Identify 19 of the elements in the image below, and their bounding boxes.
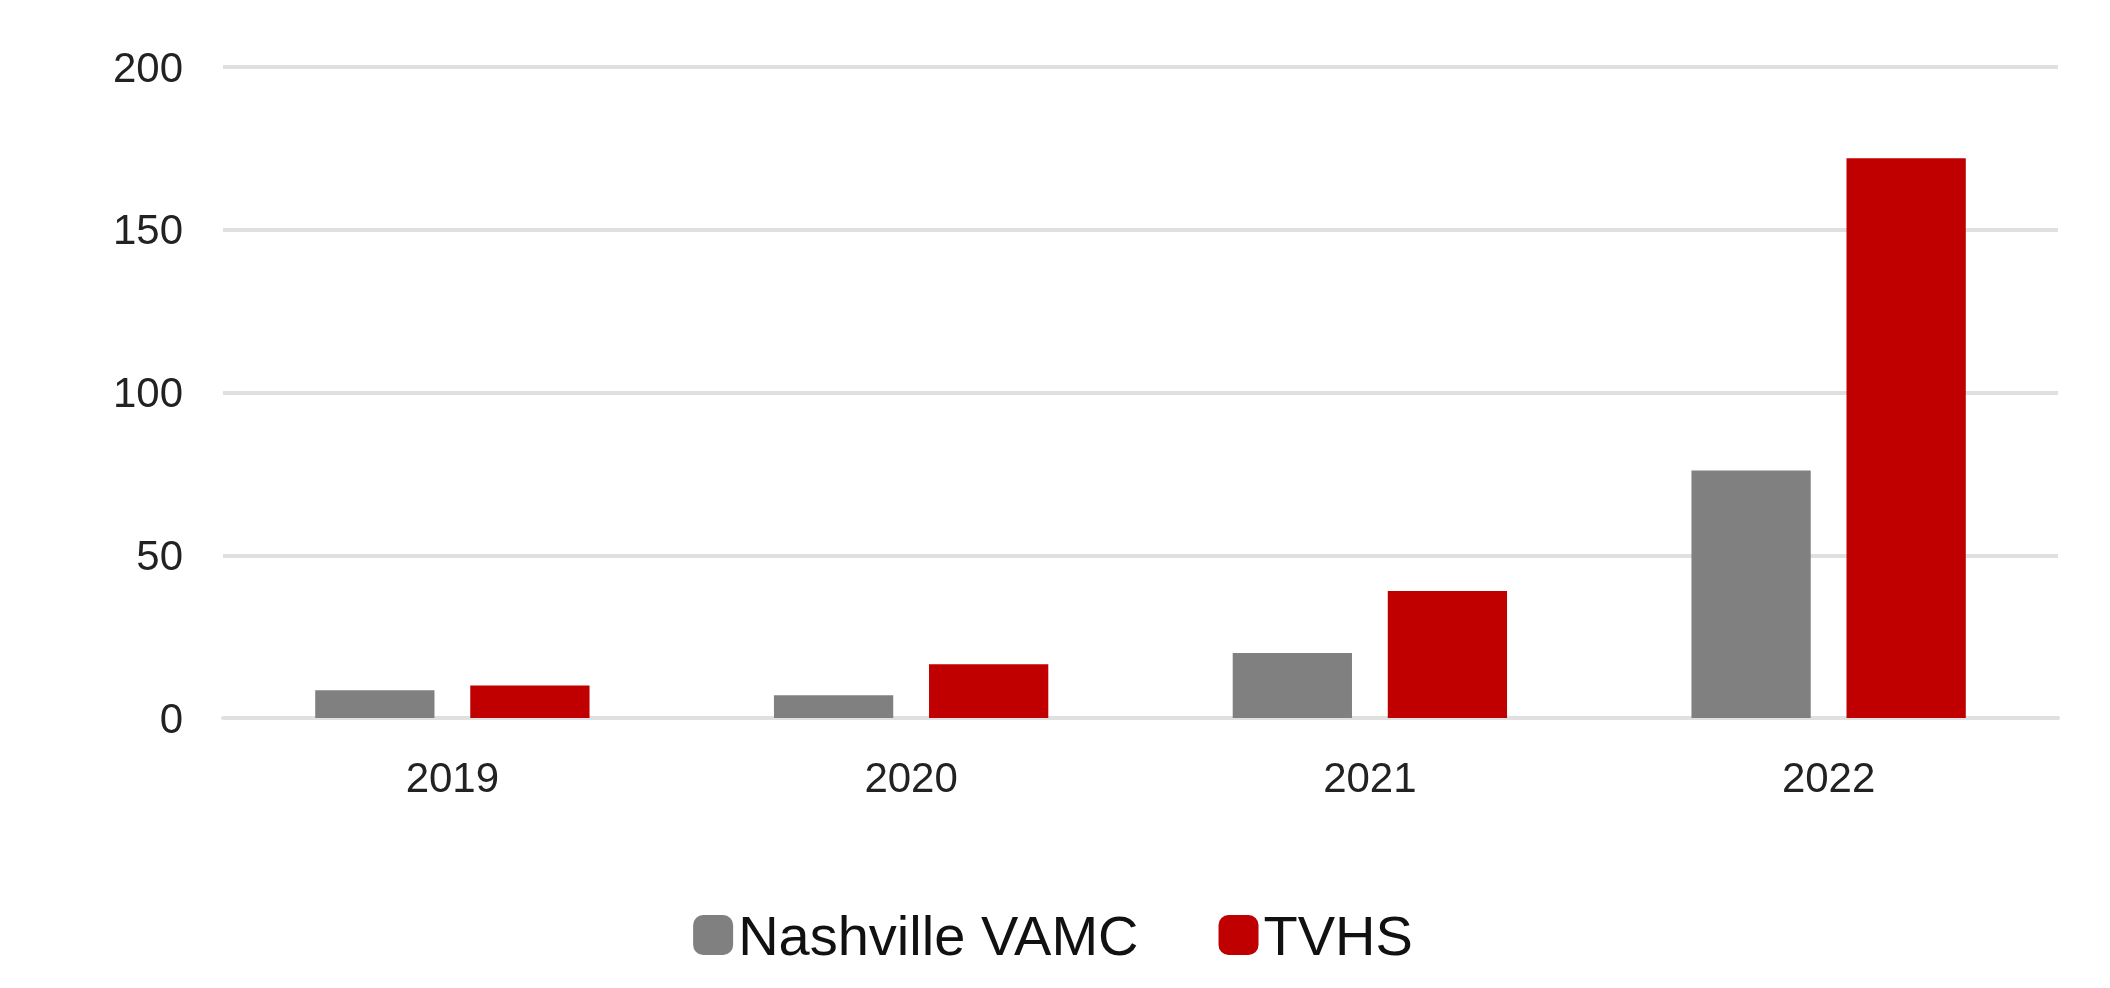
y-tick-label: 200 [112, 43, 183, 91]
bar [470, 685, 590, 718]
legend-label: Nashville VAMC [738, 903, 1139, 967]
bar [773, 695, 894, 718]
y-tick-label: 100 [112, 369, 183, 416]
legend-label: TVHS [1263, 903, 1413, 967]
bar [315, 690, 435, 718]
y-tick-label: 0 [159, 694, 183, 742]
bar [1387, 591, 1508, 718]
x-tick-label: 2020 [864, 753, 958, 801]
bar [1691, 470, 1811, 718]
y-tick-label: 50 [136, 531, 183, 579]
x-tick-label: 2022 [1781, 753, 1876, 801]
x-tick-label: 2021 [1323, 753, 1417, 801]
y-tick-label: 150 [112, 206, 183, 254]
bar [929, 664, 1049, 718]
bar [1846, 158, 1966, 718]
x-tick-label: 2019 [405, 753, 500, 801]
bar [1232, 652, 1352, 718]
